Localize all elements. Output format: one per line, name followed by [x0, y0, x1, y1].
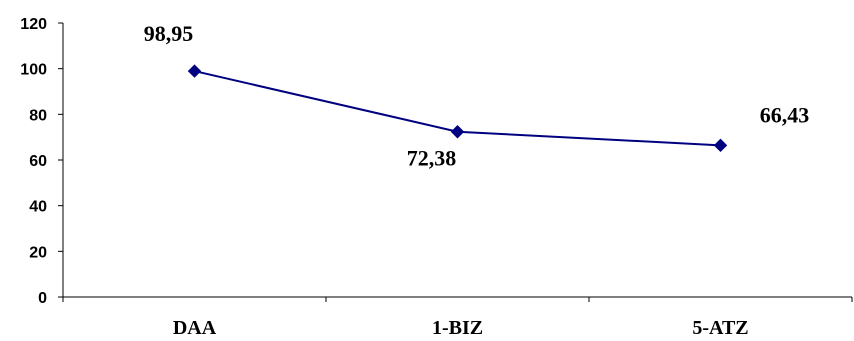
data-point-marker: [187, 64, 202, 78]
x-tick-label: DAA: [173, 317, 217, 339]
axes: [62, 23, 852, 298]
y-tick-label: 60: [29, 153, 47, 170]
y-axis-ticks: 0 20 40 60 80 100 120: [20, 16, 63, 307]
data-point-marker: [450, 125, 465, 139]
data-label: 98,95: [144, 21, 194, 46]
y-tick-label: 100: [20, 62, 47, 79]
y-tick-label: 40: [29, 199, 47, 216]
series-group: [187, 64, 728, 153]
data-label: 72,38: [407, 146, 457, 171]
x-axis-ticks: DAA 1-BIZ 5-ATZ: [62, 297, 853, 339]
y-tick-label: 120: [20, 16, 47, 33]
data-label: 66,43: [760, 102, 810, 127]
y-tick-label: 80: [29, 107, 47, 124]
y-tick-label: 0: [38, 290, 47, 307]
x-tick-label: 5-ATZ: [692, 317, 748, 339]
x-tick-label: 1-BIZ: [432, 317, 483, 339]
data-point-marker: [713, 138, 728, 153]
data-labels: 98,95 72,38 66,43: [144, 21, 810, 171]
y-tick-label: 20: [29, 244, 47, 261]
